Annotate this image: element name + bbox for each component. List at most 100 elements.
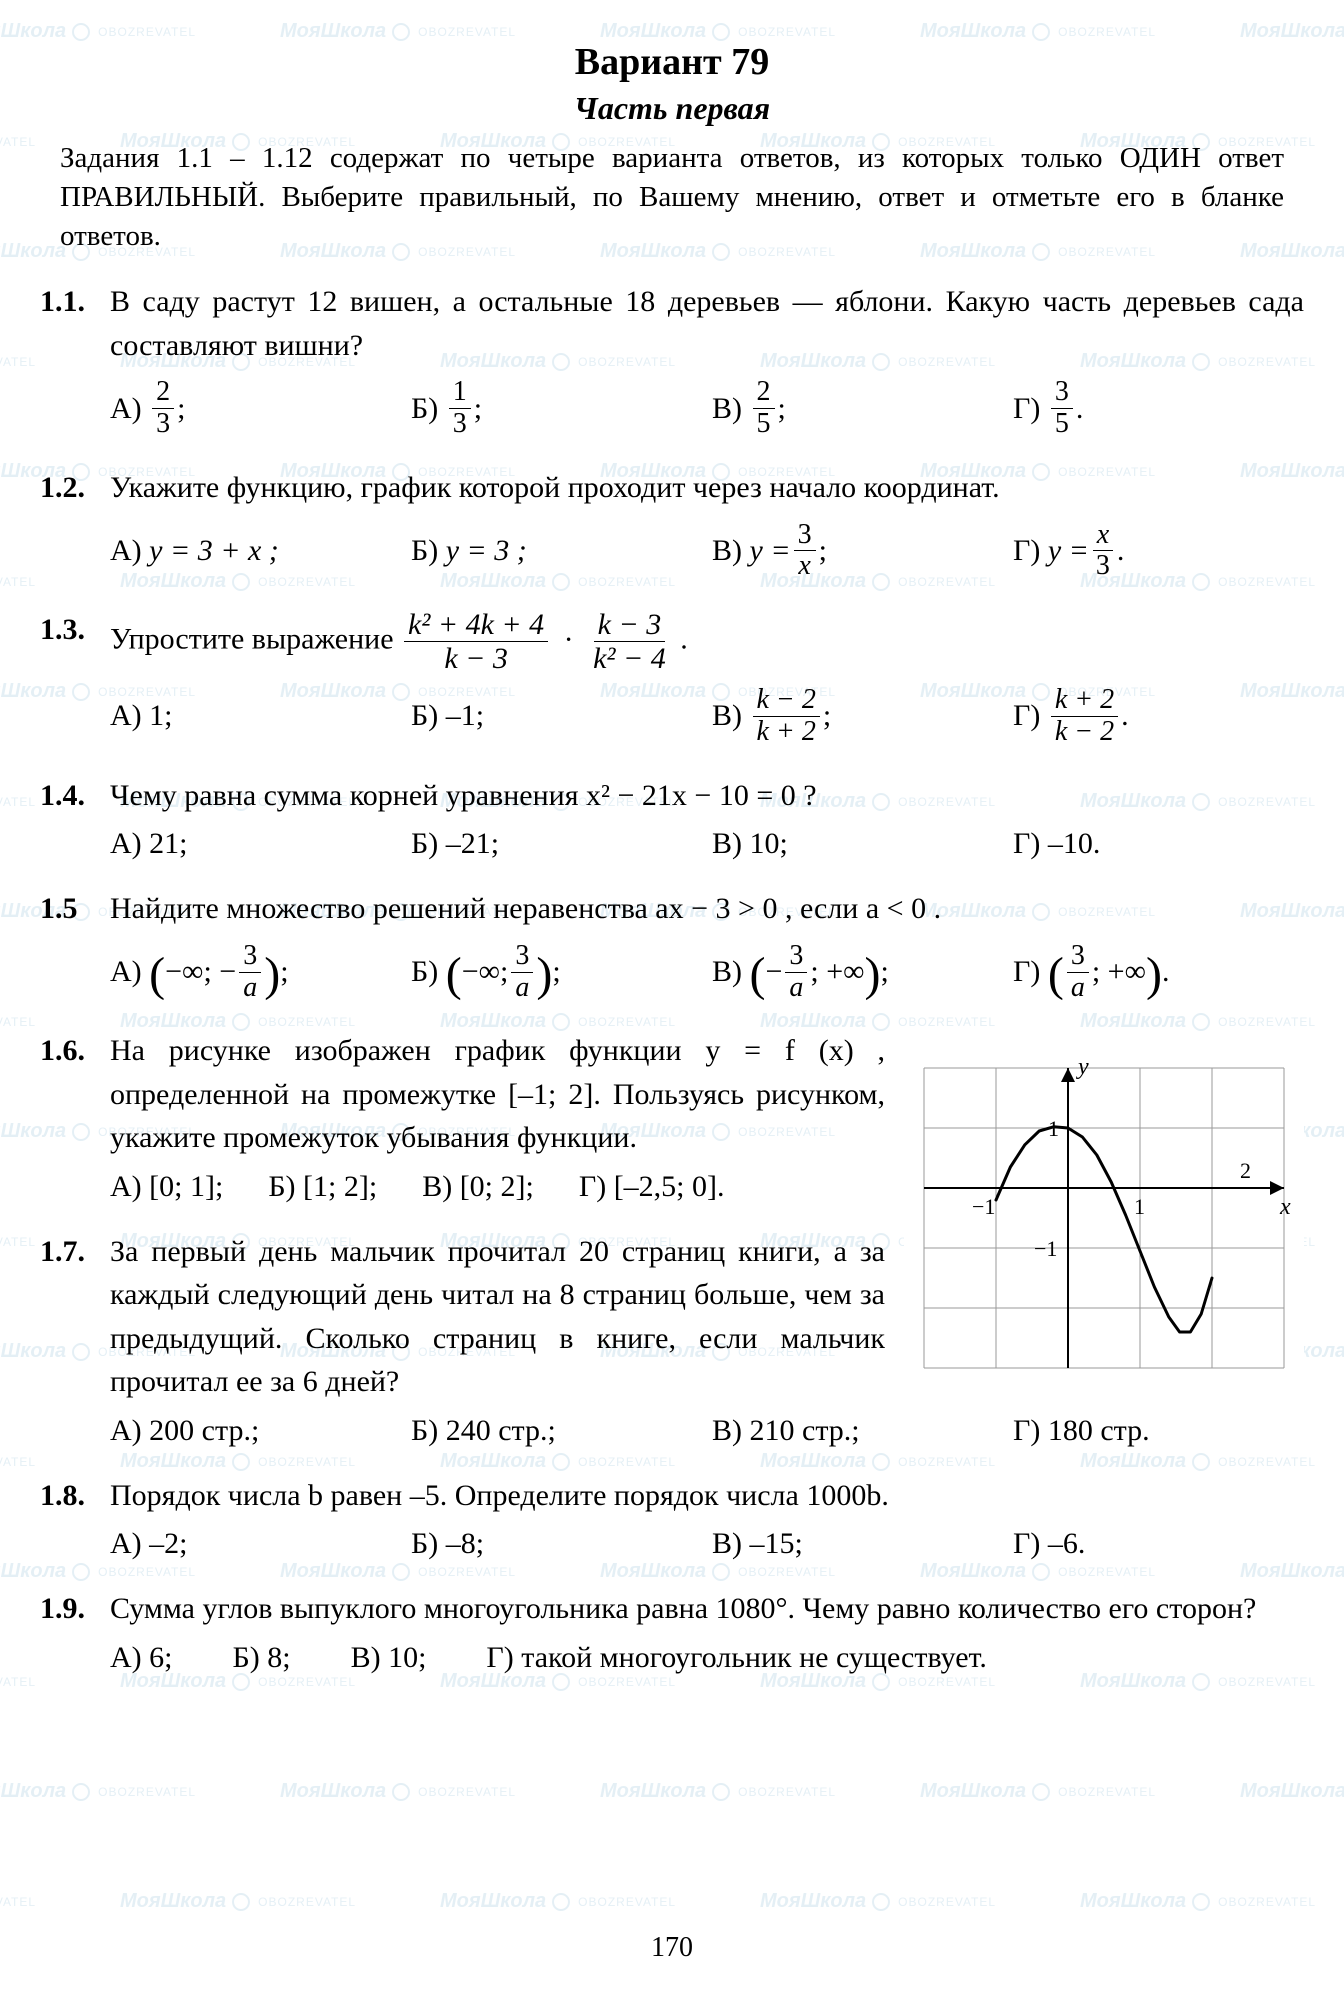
fraction-den: 3 xyxy=(449,409,471,440)
option-label: Б) xyxy=(233,1641,260,1674)
fraction-num: 2 xyxy=(152,377,174,409)
question-text: На рисунке изображен график функции y = … xyxy=(110,1029,885,1160)
question-post: . xyxy=(680,623,688,656)
question-body: Найдите множество решений неравенства ax… xyxy=(110,892,941,925)
page-number: 170 xyxy=(0,1932,1344,1964)
option-label: А) xyxy=(110,1527,142,1561)
question-1-5: 1.5 Найдите множество решений неравенств… xyxy=(40,887,1304,931)
option-expr: 8; xyxy=(267,1641,290,1674)
question-1-9: 1.9. Сумма углов выпуклого многоугольник… xyxy=(40,1587,1304,1631)
option-label: А) xyxy=(110,1170,142,1203)
option-label: Б) xyxy=(411,534,438,568)
option-expr: 210 стр.; xyxy=(750,1414,860,1448)
option-label: В) xyxy=(712,827,742,861)
option-label: Г) xyxy=(1013,699,1040,733)
question-number: 1.4. xyxy=(40,774,110,818)
fraction-num: 2 xyxy=(753,377,775,409)
option-pre: − xyxy=(765,955,782,989)
option-tail: ; xyxy=(881,955,889,989)
option-label: Б) xyxy=(411,392,438,426)
option-expr: 1; xyxy=(149,699,172,733)
options-1-1: А) 23; Б) 13; В) 25; Г) 35. xyxy=(110,377,1304,440)
page-title: Вариант 79 xyxy=(40,40,1304,84)
fraction-den: a xyxy=(239,973,261,1004)
option-expr: –2; xyxy=(149,1527,187,1561)
option-label: Б) xyxy=(411,699,438,733)
option-expr: –15; xyxy=(750,1527,803,1561)
option-label: А) xyxy=(110,827,142,861)
options-1-3: А) 1; Б) –1; В) k − 2k + 2 ; Г) k + 2k −… xyxy=(110,685,1304,748)
option-label: А) xyxy=(110,955,142,989)
options-1-9: А) 6; Б) 8; В) 10; Г) такой многоугольни… xyxy=(110,1641,1304,1675)
option-tail: ; xyxy=(280,955,288,989)
option-label: В) xyxy=(422,1170,452,1203)
option-label: В) xyxy=(712,699,742,733)
option-expr: y = 3 + x ; xyxy=(149,534,279,568)
fraction-den: 3 xyxy=(1092,551,1114,582)
question-number: 1.5 xyxy=(40,887,110,931)
option-expr: –8; xyxy=(446,1527,484,1561)
question-text: Чему равна сумма корней уравнения x² − 2… xyxy=(110,774,1304,818)
fraction-num: 1 xyxy=(449,377,471,409)
option-expr: –6. xyxy=(1048,1527,1086,1561)
option-expr: –1; xyxy=(446,699,484,733)
option-expr: 10; xyxy=(750,827,788,861)
option-label: Б) xyxy=(411,827,438,861)
question-text: Найдите множество решений неравенства ax… xyxy=(110,887,1304,931)
options-1-8: А) –2; Б) –8; В) –15; Г) –6. xyxy=(110,1527,1304,1561)
option-label: В) xyxy=(712,392,742,426)
option-label: Б) xyxy=(411,1527,438,1561)
question-1-7: 1.7. За первый день мальчик прочитал 20 … xyxy=(40,1230,1304,1404)
fraction-den: 5 xyxy=(1051,409,1073,440)
option-post: ; +∞ xyxy=(1092,955,1146,989)
question-pre: Упростите выражение xyxy=(110,623,401,656)
question-1-6: 1.6. На рисунке изображен график функции… xyxy=(40,1029,1304,1160)
option-expr: [0; 1]; xyxy=(149,1170,223,1203)
option-label: Г) xyxy=(1013,955,1040,989)
option-label: В) xyxy=(712,955,742,989)
fraction-den: k − 2 xyxy=(1051,717,1118,748)
question-text: Порядок числа b равен –5. Определите пор… xyxy=(110,1474,1304,1518)
question-number: 1.8. xyxy=(40,1474,110,1518)
question-number: 1.3. xyxy=(40,608,110,652)
fraction-den: x xyxy=(794,551,814,582)
option-label: А) xyxy=(110,1641,142,1674)
option-tail: ; xyxy=(823,699,831,733)
option-label: А) xyxy=(110,534,142,568)
option-expr: 10; xyxy=(388,1641,426,1674)
fraction-num: 3 xyxy=(785,941,807,973)
question-number: 1.1. xyxy=(40,280,110,324)
option-tail: . xyxy=(1076,392,1084,426)
option-label: Б) xyxy=(411,1414,438,1448)
option-label: Б) xyxy=(411,955,438,989)
option-tail: . xyxy=(1121,699,1129,733)
question-number: 1.7. xyxy=(40,1230,110,1274)
option-expr: –21; xyxy=(446,827,499,861)
option-pre: y = xyxy=(1048,534,1089,568)
options-1-5: А) ( −∞; −3a ) ; Б) ( −∞; 3a ) ; В) ( −3… xyxy=(110,941,1304,1004)
section-subtitle: Часть первая xyxy=(40,90,1304,127)
option-expr: 180 стр. xyxy=(1048,1414,1150,1448)
option-tail: . xyxy=(1162,955,1170,989)
option-label: Б) xyxy=(268,1170,295,1203)
option-label: Г) xyxy=(1013,1527,1040,1561)
fraction-den: k − 3 xyxy=(444,642,508,675)
fraction-num: 3 xyxy=(794,520,816,552)
options-1-6: А) [0; 1]; Б) [1; 2]; В) [0; 2]; Г) [–2,… xyxy=(110,1170,900,1204)
question-text: Упростите выражение k² + 4k + 4k − 3 · k… xyxy=(110,608,1304,675)
question-text: В саду растут 12 вишен, а остальные 18 д… xyxy=(110,280,1304,367)
option-pre: −∞; xyxy=(462,955,509,989)
option-tail: ; xyxy=(819,534,827,568)
fraction-den: 3 xyxy=(152,409,174,440)
fraction-num: 3 xyxy=(511,941,533,973)
option-tail: ; xyxy=(177,392,185,426)
option-label: В) xyxy=(712,1527,742,1561)
question-body: Чему равна сумма корней уравнения x² − 2… xyxy=(110,779,817,812)
instructions: Задания 1.1 – 1.12 содержат по четыре ва… xyxy=(60,139,1284,256)
option-expr: такой многоугольник не существует. xyxy=(521,1641,987,1674)
multiply-dot: · xyxy=(564,623,574,656)
options-1-2: А) y = 3 + x ; Б) y = 3 ; В) y = 3x ; Г)… xyxy=(110,520,1304,583)
option-expr: [–2,5; 0]. xyxy=(614,1170,725,1203)
option-label: В) xyxy=(712,534,742,568)
option-expr: 21; xyxy=(149,827,187,861)
